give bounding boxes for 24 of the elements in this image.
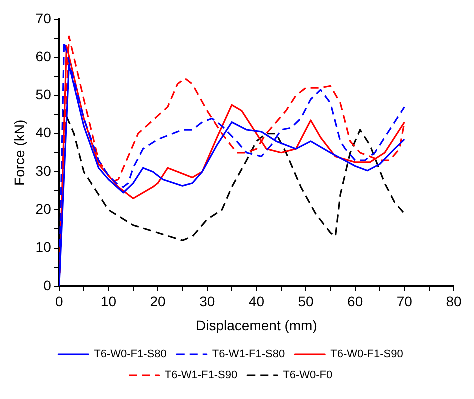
y-tick-label: 60 — [36, 48, 52, 64]
legend-label: T6-W1-F1-S90 — [164, 370, 238, 382]
x-tick-label: 20 — [150, 294, 166, 310]
y-tick-label: 10 — [36, 239, 52, 256]
y-tick-label: 50 — [36, 86, 52, 103]
legend-label: T6-W1-F1-S80 — [212, 348, 286, 361]
y-tick-label: 30 — [36, 162, 52, 179]
x-tick-label: 30 — [200, 294, 216, 310]
legend-label: T6-W0-F0 — [283, 370, 333, 382]
y-axis-title: Force (kN) — [11, 120, 28, 186]
x-tick-label: 0 — [55, 294, 64, 310]
legend-label: T6-W0-F1-S90 — [330, 348, 404, 361]
x-tick-label: 10 — [100, 294, 117, 310]
y-tick-label: 20 — [36, 200, 52, 217]
y-tick-label: 40 — [36, 124, 52, 141]
x-tick-label: 40 — [248, 294, 265, 310]
y-tick-label: 70 — [36, 10, 52, 26]
y-tick-label: 0 — [44, 277, 52, 294]
x-tick-label: 60 — [348, 294, 364, 310]
legend-label: T6-W0-F1-S80 — [94, 348, 167, 361]
x-axis-title: Displacement (mm) — [196, 317, 318, 334]
x-tick-label: 80 — [446, 294, 462, 310]
x-tick-label: 70 — [396, 294, 413, 310]
x-tick-label: 50 — [298, 294, 314, 310]
